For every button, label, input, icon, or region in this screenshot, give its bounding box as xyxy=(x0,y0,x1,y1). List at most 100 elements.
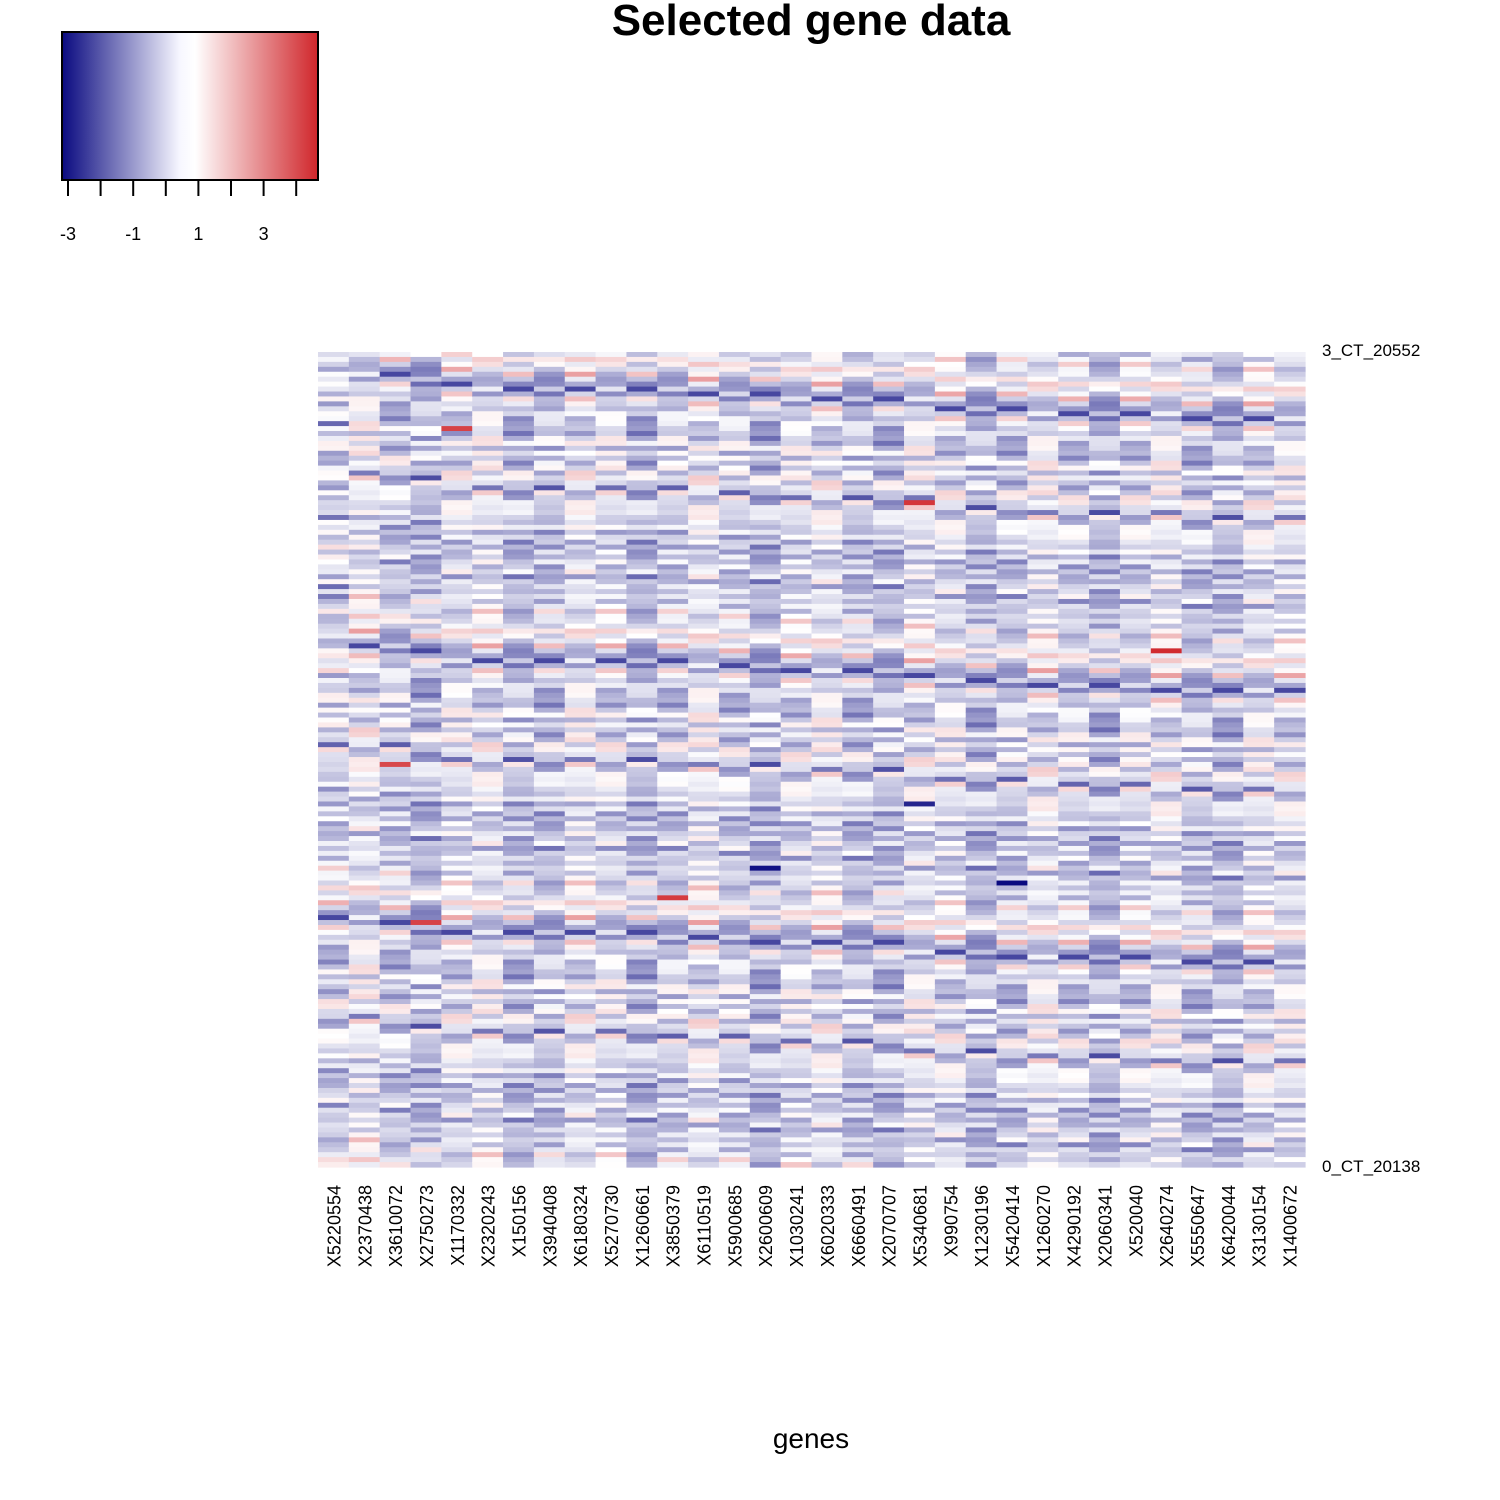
heatmap-cell xyxy=(965,1048,998,1054)
heatmap-cell xyxy=(996,529,1028,536)
heatmap-cell xyxy=(688,865,720,872)
heatmap-cell xyxy=(1058,682,1090,689)
heatmap-cell xyxy=(780,989,813,995)
heatmap-cell xyxy=(749,366,782,373)
heatmap-cell xyxy=(503,920,535,926)
heatmap-cell xyxy=(1150,752,1183,758)
heatmap-cell xyxy=(749,826,782,832)
heatmap-cell xyxy=(441,1063,473,1069)
heatmap-cell xyxy=(934,673,967,679)
heatmap-cell xyxy=(1150,1013,1183,1020)
heatmap-cell xyxy=(842,668,874,674)
heatmap-cell xyxy=(410,1043,442,1050)
heatmap-cell xyxy=(410,905,442,911)
heatmap-cell xyxy=(657,559,689,565)
heatmap-cell xyxy=(1058,678,1090,684)
heatmap-cell xyxy=(1212,544,1244,551)
heatmap-cell xyxy=(533,821,566,827)
heatmap-cell xyxy=(472,406,504,412)
heatmap-cell xyxy=(811,1122,843,1129)
heatmap-cell xyxy=(1212,1013,1244,1020)
heatmap-cell xyxy=(348,920,381,926)
heatmap-cell xyxy=(996,495,1028,501)
heatmap-cell xyxy=(965,371,998,378)
heatmap-cell xyxy=(1089,411,1121,417)
heatmap-cell xyxy=(472,826,504,832)
heatmap-cell xyxy=(410,816,442,822)
heatmap-cell xyxy=(904,702,936,709)
heatmap-cell xyxy=(533,717,566,724)
heatmap-cell xyxy=(318,534,350,541)
heatmap-cell xyxy=(842,401,874,407)
heatmap-cell xyxy=(1181,406,1214,412)
heatmap-cell xyxy=(1212,673,1244,679)
heatmap-cell xyxy=(1089,361,1121,368)
heatmap-cell xyxy=(564,692,597,699)
heatmap-cell xyxy=(1089,747,1121,753)
heatmap-cell xyxy=(318,421,350,427)
heatmap-cell xyxy=(904,959,936,966)
heatmap-cell xyxy=(904,771,936,778)
heatmap-cell xyxy=(1058,465,1090,472)
heatmap-cell xyxy=(1058,757,1090,763)
heatmap-cell xyxy=(1212,890,1244,896)
heatmap-cell xyxy=(934,421,967,427)
heatmap-cell xyxy=(904,663,936,669)
heatmap-cell xyxy=(1058,1142,1090,1148)
heatmap-cell xyxy=(873,663,905,669)
heatmap-cell xyxy=(1243,411,1275,417)
heatmap-cell xyxy=(626,934,658,941)
heatmap-cell xyxy=(1150,386,1183,393)
heatmap-cell xyxy=(904,426,936,432)
heatmap-cell xyxy=(1212,603,1244,610)
heatmap-cell xyxy=(965,865,998,872)
heatmap-cell xyxy=(1027,1078,1059,1084)
heatmap-cell xyxy=(1089,386,1121,393)
heatmap-cell xyxy=(1027,1132,1059,1138)
heatmap-cell xyxy=(657,811,689,817)
heatmap-cell xyxy=(1212,791,1244,798)
heatmap-cell xyxy=(410,603,442,610)
heatmap-cell xyxy=(595,554,628,561)
heatmap-cell xyxy=(996,1043,1028,1050)
heatmap-cell xyxy=(410,979,442,985)
heatmap-cell xyxy=(410,821,442,827)
heatmap-cell xyxy=(318,1083,350,1089)
heatmap-cell xyxy=(965,1073,998,1079)
heatmap-cell xyxy=(379,1013,412,1020)
heatmap-cell xyxy=(718,1117,751,1124)
heatmap-cell xyxy=(595,929,628,936)
heatmap-cell xyxy=(564,589,597,595)
heatmap-cell xyxy=(688,524,720,531)
heatmap-cell xyxy=(996,381,1028,388)
heatmap-cell xyxy=(318,495,350,501)
heatmap-cell xyxy=(934,949,967,956)
heatmap-cell xyxy=(564,1162,597,1168)
heatmap-cell xyxy=(718,1102,751,1109)
heatmap-cell xyxy=(811,426,843,432)
heatmap-cell xyxy=(1089,1142,1121,1148)
heatmap-cell xyxy=(688,485,720,491)
heatmap-cell xyxy=(657,352,689,358)
heatmap-cell xyxy=(718,519,751,526)
heatmap-cell xyxy=(934,939,967,946)
heatmap-cell xyxy=(688,519,720,526)
heatmap-cell xyxy=(348,865,381,872)
heatmap-cell xyxy=(1150,1004,1183,1010)
heatmap-cell xyxy=(996,505,1028,511)
heatmap-cell xyxy=(842,949,874,956)
heatmap-cell xyxy=(379,727,412,733)
heatmap-cell xyxy=(410,934,442,941)
heatmap-cell xyxy=(842,1073,874,1079)
heatmap-cell xyxy=(1027,1058,1059,1064)
heatmap-cell xyxy=(688,752,720,758)
heatmap-cell xyxy=(472,663,504,669)
heatmap-cell xyxy=(379,826,412,832)
heatmap-cell xyxy=(718,352,751,358)
heatmap-cell xyxy=(873,623,905,630)
heatmap-cell xyxy=(1119,396,1152,402)
heatmap-cell xyxy=(503,757,535,763)
heatmap-cell xyxy=(595,406,628,412)
heatmap-cell xyxy=(873,1127,905,1134)
heatmap-cell xyxy=(1089,954,1121,961)
